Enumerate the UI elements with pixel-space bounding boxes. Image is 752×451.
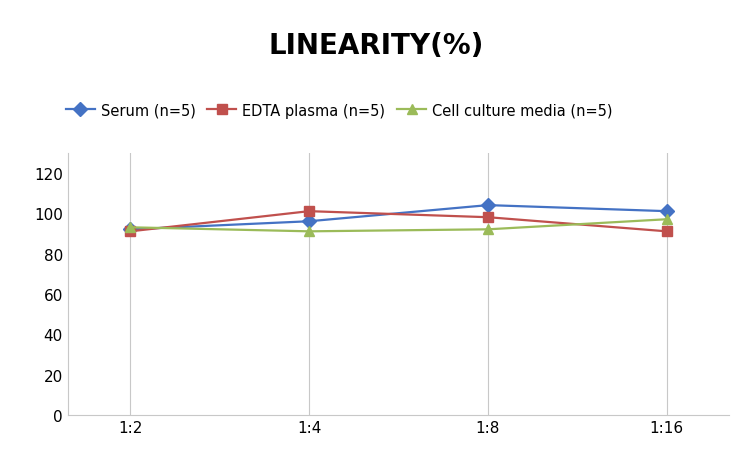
Text: LINEARITY(%): LINEARITY(%) — [268, 32, 484, 60]
Line: Serum (n=5): Serum (n=5) — [126, 201, 672, 235]
EDTA plasma (n=5) — [484, 215, 493, 221]
Serum (n=5) — [484, 203, 493, 208]
Cell culture media (n=5) — [484, 227, 493, 233]
Serum (n=5) — [663, 209, 672, 214]
Serum (n=5) — [126, 227, 135, 233]
Cell culture media (n=5) — [663, 217, 672, 222]
Legend: Serum (n=5), EDTA plasma (n=5), Cell culture media (n=5): Serum (n=5), EDTA plasma (n=5), Cell cul… — [60, 97, 618, 124]
EDTA plasma (n=5) — [305, 209, 314, 214]
Line: Cell culture media (n=5): Cell culture media (n=5) — [126, 215, 672, 237]
Cell culture media (n=5) — [126, 225, 135, 230]
Line: EDTA plasma (n=5): EDTA plasma (n=5) — [126, 207, 672, 237]
EDTA plasma (n=5) — [663, 229, 672, 235]
Cell culture media (n=5) — [305, 229, 314, 235]
EDTA plasma (n=5) — [126, 229, 135, 235]
Serum (n=5) — [305, 219, 314, 225]
